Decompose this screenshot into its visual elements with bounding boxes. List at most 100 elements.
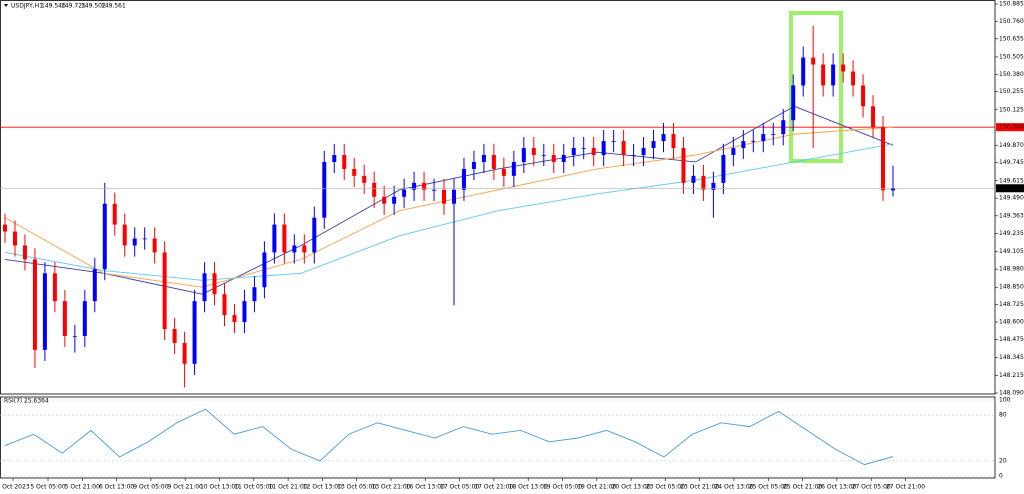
x-tick-label: 19 Oct 21:00 [577,484,616,491]
candle-body [461,168,466,190]
y-tick-label: 148.090 [999,390,1024,397]
candle-body [701,175,706,190]
candle-body [412,182,417,190]
y-tick-label: 148.850 [999,284,1024,291]
candle-body [541,155,546,156]
y-tick-label: 148.345 [999,354,1024,361]
x-tick-label: 23 Oct 21:00 [680,484,719,491]
candle-body [362,175,367,183]
x-tick-label: 11 Oct 21:00 [269,484,308,491]
y-tick-label: 148.475 [999,336,1024,343]
y-tick-label: 149.105 [999,248,1024,255]
candle-body [222,294,227,316]
x-tick-label: 20 Oct 13:00 [612,484,651,491]
y-tick-label: 148.980 [999,266,1024,273]
candle-body [32,259,37,350]
x-tick-label: 24 Oct 13:00 [714,484,753,491]
candle-body [312,217,317,253]
x-tick-label: 4 Oct 2023 [0,484,30,491]
candle-body [72,335,77,337]
candle-body [422,182,427,190]
candle-body [791,85,796,121]
candle-body [202,273,207,302]
candle-body [601,141,606,156]
header-close: 149.561 [101,3,126,10]
candle-body [851,71,856,86]
candle-body [731,148,736,156]
candle-body [62,301,67,336]
candle-body [402,189,407,197]
candle-body [302,245,307,253]
candle-body [561,155,566,162]
y-tick-label: 150.380 [999,71,1024,78]
rsi-title: RSI(7) [4,398,22,405]
header-high: 149.725 [61,3,86,10]
candle-body [761,134,766,142]
y-tick-label: 80 [999,412,1007,419]
candle-body [771,134,776,135]
x-tick-label: 16 Oct 13:00 [406,484,445,491]
candle-body [781,120,786,135]
candle-body [182,342,187,364]
candle-body [12,231,17,246]
candle-body [821,64,826,86]
y-tick-label: 149.870 [999,142,1024,149]
x-tick-label: 11 Oct 05:00 [234,484,273,491]
candle-body [691,175,696,183]
y-tick-label: 150.885 [999,1,1024,8]
candle-body [112,203,117,225]
highlight-box [789,11,843,163]
rsi-value: 25.6364 [24,398,49,405]
candle-body [332,155,337,162]
x-tick-label: 5 Oct 05:00 [30,484,65,491]
candle-body [282,224,287,253]
candle-body [342,155,347,169]
candle-body [232,315,237,323]
candle-body [881,127,886,191]
candle-body [841,64,846,72]
x-tick-label: 13 Oct 21:00 [371,484,410,491]
candle-body [631,155,636,156]
x-tick-label: 19 Oct 05:00 [543,484,582,491]
rsi-panel [0,396,996,479]
candle-body [871,106,876,128]
candle-body [581,148,586,149]
y-tick-label: 150.635 [999,35,1024,42]
candle-body [611,141,616,142]
candle-body [432,189,437,191]
candle-body [382,196,387,204]
candle-body [82,301,87,336]
y-tick-label: 149.615 [999,177,1024,184]
candle-body [442,189,447,204]
candle-body [172,328,177,343]
candle-body [481,155,486,162]
candle-body [501,168,506,176]
current-price-box [996,184,1024,193]
x-tick-label: 9 Oct 21:00 [168,484,203,491]
x-tick-label: 12 Oct 13:00 [303,484,342,491]
candle-body [392,196,397,204]
candle-body [621,141,626,156]
x-tick-label: 5 Oct 21:00 [65,484,100,491]
x-tick-label: 26 Oct 13:00 [817,484,856,491]
y-tick-label: 149.745 [999,159,1024,166]
candle-body [741,141,746,149]
candle-body [372,182,377,197]
y-tick-label: 150.255 [999,88,1024,95]
y-tick-label: 149.363 [999,212,1024,219]
x-tick-label: 23 Oct 05:00 [646,484,685,491]
x-tick-label: 13 Oct 05:00 [337,484,376,491]
header-open: 149.546 [41,3,66,10]
x-tick-label: 9 Oct 05:00 [133,484,168,491]
level-label: 150.000 [999,124,1024,131]
y-tick-label: 20 [999,457,1007,464]
candle-body [681,148,686,183]
candle-body [122,224,127,246]
candle-body [162,252,167,329]
x-tick-label: 17 Oct 05:00 [440,484,479,491]
candle-body [262,252,267,288]
y-tick-label: 149.235 [999,230,1024,237]
y-tick-label: 0 [999,473,1003,480]
